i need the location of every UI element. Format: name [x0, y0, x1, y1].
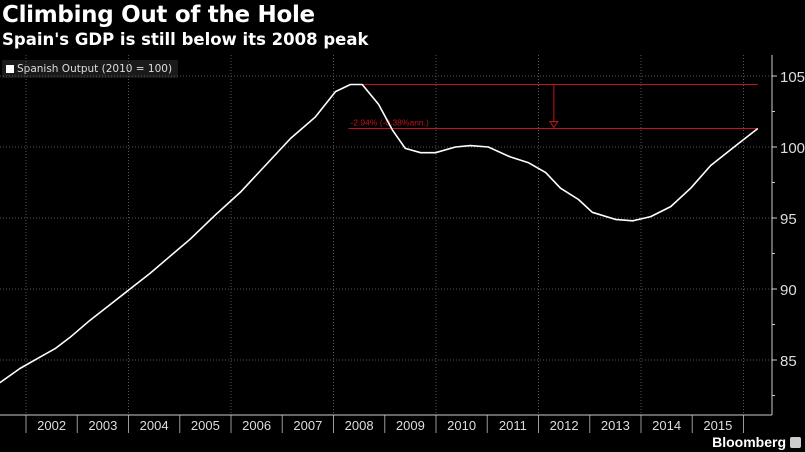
annotation-label: -2.94% (-0.38%ann.)	[350, 118, 429, 128]
y-tick-label: 105	[780, 69, 805, 86]
x-tick-label: 2012	[550, 418, 579, 433]
x-tick-label: 2011	[499, 418, 527, 433]
chart-title: Climbing Out of the Hole	[2, 2, 315, 28]
x-tick-label: 2010	[447, 418, 476, 433]
x-tick-label: 2009	[396, 418, 425, 433]
bloomberg-chart-icon	[790, 436, 801, 448]
legend: Spanish Output (2010 = 100)	[2, 60, 179, 78]
annotation-arrow-head-icon	[548, 121, 559, 129]
series-line-0	[0, 83, 759, 384]
bloomberg-logo: Bloomberg	[712, 434, 801, 450]
legend-label: Spanish Output (2010 = 100)	[17, 63, 173, 75]
chart-subtitle: Spain's GDP is still below its 2008 peak	[2, 30, 369, 49]
x-tick-label: 2007	[293, 418, 322, 433]
x-tick-label: 2013	[601, 418, 630, 433]
x-tick-label: 2002	[37, 418, 66, 433]
x-tick-label: 2005	[191, 418, 220, 433]
y-tick-label: 95	[780, 211, 797, 228]
y-tick-label: 85	[780, 353, 797, 370]
x-tick-label: 2006	[242, 418, 271, 433]
x-tick-label: 2008	[345, 418, 374, 433]
x-tick-label: 2014	[652, 418, 681, 433]
x-tick-label: 2015	[703, 418, 732, 433]
legend-swatch	[6, 65, 14, 73]
x-tick-label: 2004	[140, 418, 169, 433]
y-tick-label: 100	[780, 140, 805, 157]
x-tick-label: 2003	[88, 418, 117, 433]
brand-name: Bloomberg	[712, 434, 786, 450]
y-tick-label: 90	[780, 282, 797, 299]
